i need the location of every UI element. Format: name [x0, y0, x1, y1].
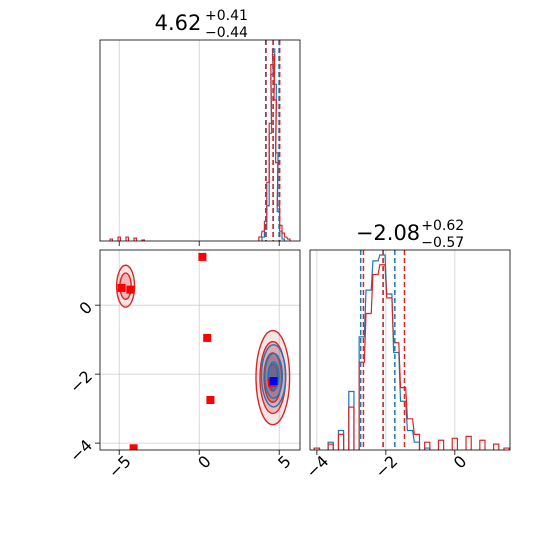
scatter-marker: [206, 396, 215, 404]
histogram-panel-param1: 4.62 +0.41−0.44: [99, 8, 301, 246]
joint-plot-area: [115, 252, 291, 450]
panel-border: [99, 39, 301, 242]
scatter-marker: [203, 333, 212, 342]
panel-background: [310, 250, 510, 450]
y-tick-label: −4: [66, 436, 96, 466]
panel-title-value: 4.62: [155, 11, 202, 35]
x-tick-label: 0: [194, 452, 215, 473]
panel-title-minus: −0.44: [205, 25, 248, 41]
scatter-marker: [117, 283, 126, 292]
x-tick-label: 5: [274, 452, 295, 473]
scatter-marker: [129, 444, 138, 450]
panel-border: [309, 249, 511, 451]
scatter-marker: [126, 285, 135, 294]
y-tick-label: 0: [75, 298, 96, 319]
scatter-marker: [269, 377, 278, 386]
panel-title-minus: −0.57: [421, 235, 464, 251]
density-contour: [264, 352, 284, 399]
panel-border: [99, 249, 301, 451]
panel-background: [100, 40, 300, 241]
y-tick-label: −2: [66, 367, 96, 397]
x-tick-label: −4: [302, 452, 332, 482]
panel-title-plus: +0.41: [205, 8, 248, 24]
histogram-plot-area: [313, 250, 510, 450]
x-tick-label: −2: [371, 452, 401, 482]
histogram-plot-area: [109, 40, 291, 241]
joint-distribution-panel: −5 0 5 −4 −2 0: [66, 249, 301, 482]
panel-title-plus: +0.62: [421, 218, 464, 234]
panel-title-value: −2.08: [356, 221, 420, 245]
scatter-marker: [198, 252, 207, 261]
x-tick-label: 0: [450, 452, 471, 473]
histogram-panel-param2: −4 −2 0 −2.08 +0.62−0.57: [302, 218, 511, 482]
x-tick-label: −5: [105, 452, 135, 482]
histogram-step-line: [109, 54, 291, 241]
histogram-step-line: [313, 264, 510, 450]
